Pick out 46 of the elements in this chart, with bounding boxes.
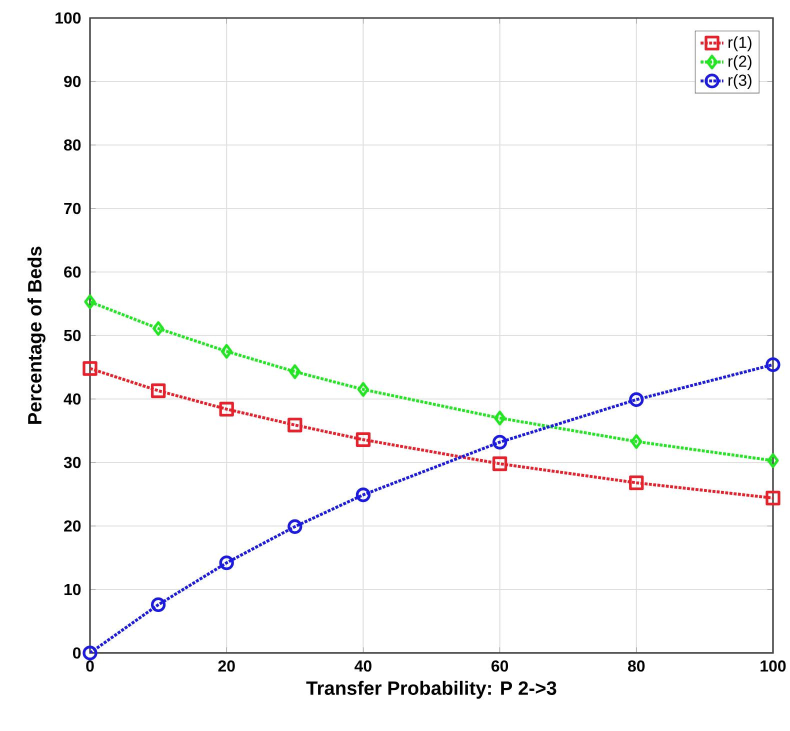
point (288, 519, 302, 534)
point (289, 364, 301, 380)
point (766, 357, 780, 372)
x-tick-label: 60 (491, 660, 508, 672)
legend-label: r(3) (728, 74, 752, 90)
y-tick-label: 70 (64, 202, 81, 214)
point (356, 488, 371, 502)
point (629, 475, 644, 490)
y-axis-title: Percentage of Beds (27, 246, 46, 424)
point (219, 402, 234, 416)
y-tick-label: 10 (64, 584, 81, 596)
legend-label: r(1) (728, 36, 752, 52)
point (84, 294, 96, 310)
point (767, 453, 779, 468)
point (492, 434, 508, 450)
x-tick-label: 100 (760, 660, 786, 672)
point (152, 321, 164, 336)
x-tick-label: 80 (628, 660, 645, 672)
point (150, 383, 166, 398)
point (220, 344, 232, 359)
point (82, 361, 98, 376)
x-axis-title: Transfer Probability: P 2->3 (306, 680, 556, 699)
point (82, 646, 98, 660)
y-tick-label: 40 (64, 393, 81, 405)
y-tick-label: 0 (73, 647, 81, 659)
point (288, 418, 302, 432)
y-tick-label: 30 (64, 456, 81, 468)
point (492, 456, 508, 472)
y-tick-label: 50 (64, 330, 81, 342)
point (494, 410, 506, 426)
point (219, 555, 234, 570)
x-tick-label: 40 (354, 660, 372, 672)
y-tick-label: 20 (64, 520, 81, 532)
point (629, 392, 644, 407)
x-tick-label: 0 (86, 660, 94, 672)
y-tick-label: 80 (64, 139, 81, 151)
point (630, 434, 642, 449)
x-tick-label: 20 (218, 660, 235, 672)
point (150, 597, 166, 612)
point (766, 490, 780, 506)
point (356, 432, 371, 447)
y-tick-label: 90 (64, 76, 81, 88)
point (357, 382, 370, 397)
y-tick-label: 60 (64, 266, 81, 278)
legend-label: r(2) (728, 55, 752, 70)
y-tick-label: 100 (56, 12, 81, 24)
